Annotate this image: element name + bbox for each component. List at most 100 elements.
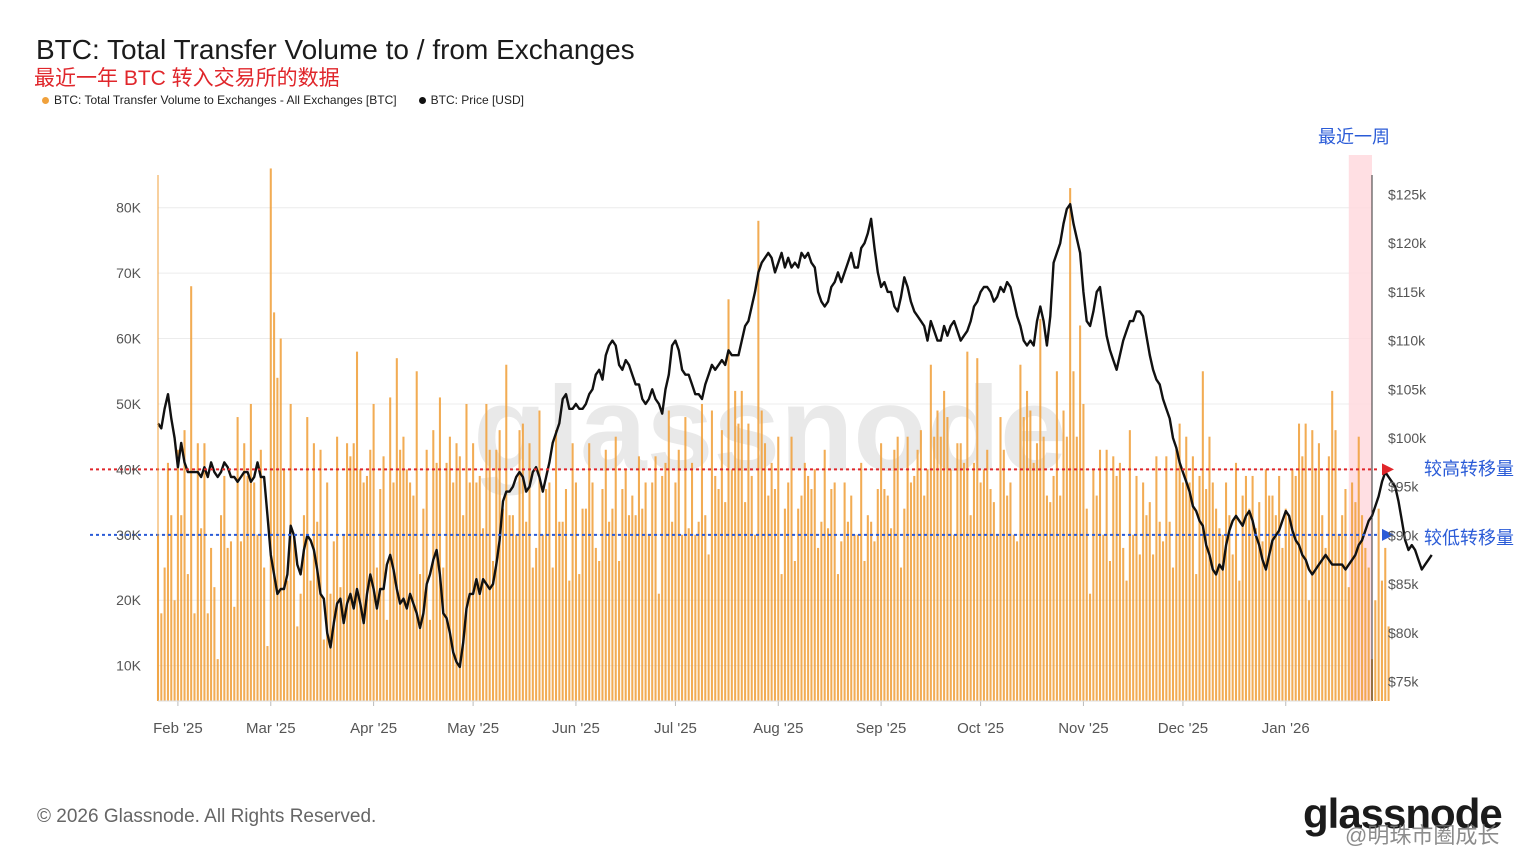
volume-bar [830,489,833,701]
volume-bar [1344,489,1347,701]
volume-bar [1185,436,1188,701]
volume-bar [687,528,690,701]
volume-bar [1361,515,1364,701]
volume-bar [700,403,704,701]
legend-label-price: BTC: Price [USD] [430,93,524,107]
volume-bar [263,567,266,701]
volume-bar [1092,469,1095,701]
volume-bar [213,587,216,701]
volume-bar [1135,475,1138,701]
volume-bar [1357,436,1360,701]
volume-bar [166,462,169,701]
volume-bar [1105,449,1108,701]
volume-bar [402,436,405,701]
volume-bar [180,515,183,701]
x-tick-label: May '25 [447,720,499,737]
volume-bar [445,462,448,701]
x-tick-label: Nov '25 [1058,720,1108,737]
volume-bar [690,462,694,701]
y-right-tick-label: $75k [1388,674,1419,690]
volume-bar [611,508,614,701]
volume-bar [1102,534,1105,701]
volume-bar [419,574,422,701]
y-left-tick-label: 40K [116,461,142,477]
volume-bar [508,515,511,701]
volume-bar [1261,541,1264,701]
volume-bar [1155,456,1158,701]
volume-bar [1191,456,1194,701]
volume-bar [1171,567,1175,701]
volume-bar [236,417,239,701]
y-left-tick-label: 80K [116,200,142,216]
volume-bar [1281,547,1284,701]
volume-bar [992,502,995,701]
volume-bar [349,456,352,701]
volume-bar [866,515,869,701]
volume-bar [783,508,786,701]
recent-week-label: 最近一周 [1318,127,1390,147]
volume-bar [289,403,292,701]
volume-bar [1331,390,1334,701]
volume-bar [1284,508,1287,701]
volume-bar [455,443,458,701]
volume-bar [747,423,750,701]
volume-bar [730,469,733,701]
volume-bar [1158,521,1161,701]
y-left-tick-label: 70K [116,265,142,281]
volume-bar [797,508,800,701]
volume-bar [850,495,853,701]
volume-bar [1006,495,1009,701]
x-tick-label: Oct '25 [957,720,1004,737]
volume-bar [853,534,856,701]
y-right-tick-label: $125k [1388,186,1427,202]
volume-bar [206,613,209,701]
volume-bar [1112,456,1115,701]
volume-bar [1244,475,1247,701]
legend-label-volume: BTC: Total Transfer Volume to Exchanges … [54,93,397,107]
volume-bar [1264,469,1267,701]
volume-bar [312,443,315,701]
volume-bar [302,515,305,701]
volume-bar [1039,318,1042,701]
volume-bar [1059,495,1062,701]
volume-bar [160,613,163,701]
volume-bar [647,534,650,701]
volume-bar [1258,502,1261,701]
volume-bar [634,515,637,701]
volume-bar [545,489,548,701]
volume-bar [826,528,830,701]
legend-item-price[interactable]: BTC: Price [USD] [418,93,524,107]
volume-bar [216,659,219,701]
volume-bar [641,508,644,701]
volume-bar [1122,547,1125,701]
volume-bar [163,567,166,701]
legend-dot-volume [42,96,49,104]
volume-bar [916,449,919,701]
volume-bar [1175,449,1178,701]
volume-bar [239,541,242,701]
volume-bar [714,475,717,701]
volume-bar [389,397,392,701]
volume-bar [601,489,604,701]
volume-bar [681,534,684,701]
volume-bar [651,482,654,701]
volume-bar [273,312,276,701]
legend-item-volume[interactable]: BTC: Total Transfer Volume to Exchanges … [42,93,397,107]
volume-bar [926,469,929,701]
volume-bar [893,449,896,701]
volume-bar [372,403,375,701]
volume-bar [1026,390,1029,701]
volume-bar [1351,482,1354,701]
volume-bar [777,436,780,701]
volume-bar [1221,534,1224,701]
volume-bar [176,449,179,701]
volume-bar [1374,600,1377,701]
volume-bar [249,403,252,701]
volume-bar [591,482,594,701]
volume-bar [256,534,259,701]
volume-bar [677,449,680,701]
volume-bar [1321,515,1324,701]
y-left-tick-label: 30K [116,527,142,543]
volume-bar [846,521,849,701]
